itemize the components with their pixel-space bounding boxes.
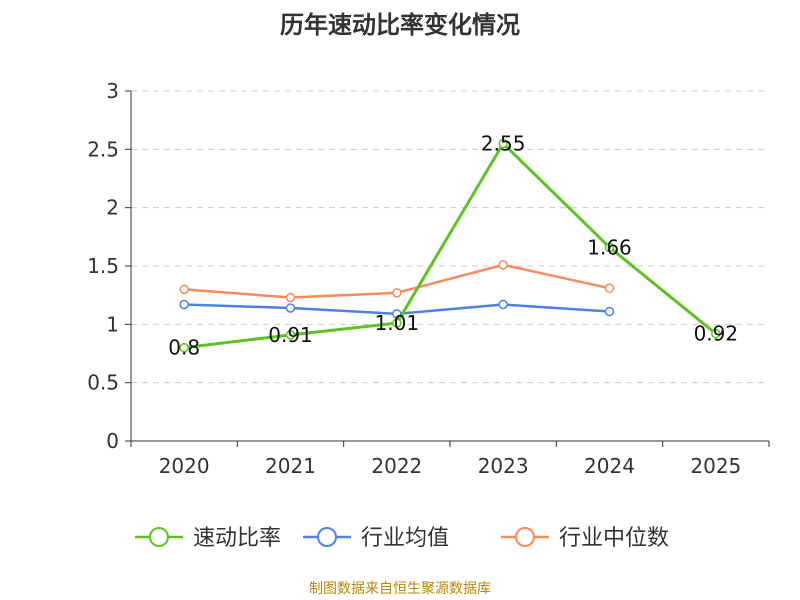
data-label: 0.8 [168,336,200,360]
grid-lines [131,90,769,384]
data-point [711,328,721,339]
data-point [179,299,189,310]
x-tick-label: 2024 [584,454,635,478]
legend-item: 行业均值 [303,526,449,551]
data-point [498,260,508,270]
data-label: 0.91 [268,323,313,347]
data-label: 0.92 [694,322,739,346]
y-tick-label: 0 [106,429,119,453]
data-label: 1.66 [587,235,632,259]
data-point [285,303,296,313]
data-label: 2.55 [481,132,526,156]
series-line [183,142,717,350]
data-point [285,330,296,340]
data-point [392,288,402,298]
axes: 0 0.5 1 1.5 2 2.5 3 2020 2021 2022 2023 2024 2025 [87,79,770,478]
data-point [604,242,615,253]
legend-label: 行业均值 [361,526,449,551]
legend-swatch-marker [317,527,337,547]
x-tick-label: 2022 [371,454,422,478]
data-point [604,306,615,317]
data-point [285,292,296,303]
y-tick-label: 2 [106,196,119,220]
source-note: 制图数据来自恒生聚源数据库 [309,581,491,597]
data-label: 1.01 [375,311,420,335]
series-layer [179,138,721,353]
y-tick-label: 1 [106,312,119,336]
legend: 速动比率 行业均值 行业中位数 [135,526,669,551]
data-point [604,283,615,293]
chart-title: 历年速动比率变化情况 [280,11,520,39]
data-point [498,299,508,310]
legend-label: 行业中位数 [559,526,669,551]
data-point [179,342,189,353]
legend-label: 速动比率 [193,526,281,551]
data-point [179,284,189,295]
data-point [498,138,508,149]
data-point [392,318,402,328]
data-labels: 0.8 0.91 1.01 2.55 1.66 0.92 [168,132,738,360]
x-tick-label: 2023 [478,454,529,478]
legend-item: 速动比率 [135,526,281,551]
y-tick-label: 3 [106,79,119,103]
x-tick-label: 2025 [690,454,741,478]
legend-swatch-marker [149,527,169,547]
legend-swatch-marker [515,527,535,547]
x-tick-label: 2021 [265,454,316,478]
x-tick-label: 2020 [159,454,210,478]
y-tick-label: 1.5 [87,254,119,278]
y-tick-label: 0.5 [87,371,119,395]
y-tick-label: 2.5 [87,137,119,161]
legend-item: 行业中位数 [501,526,669,551]
